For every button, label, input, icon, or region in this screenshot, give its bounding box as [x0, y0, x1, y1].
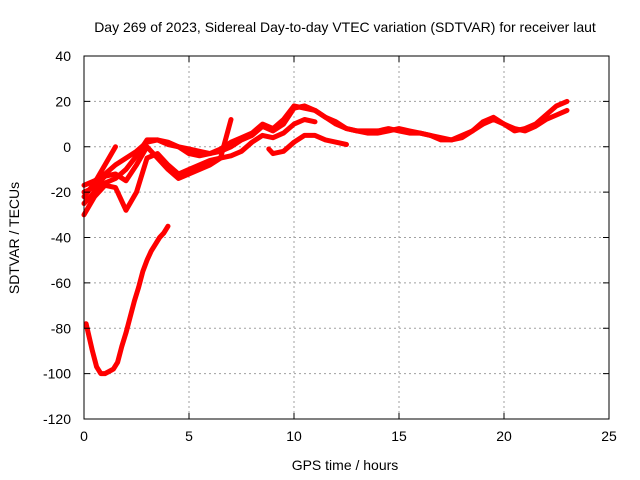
ticks: [83, 55, 610, 420]
y-tick-label: -40: [51, 230, 71, 246]
series-trace-2: [81, 98, 570, 206]
grid: [84, 56, 609, 419]
x-tick-label: 20: [496, 428, 512, 444]
y-axis-title: SDTVAR / TECUs: [6, 182, 22, 294]
series-trace-3: [81, 117, 318, 218]
series-trace-6: [266, 132, 349, 157]
x-tick-label: 5: [185, 428, 193, 444]
x-axis-title: GPS time / hours: [292, 457, 399, 473]
y-tick-label: -80: [51, 320, 71, 336]
series-trace-7: [83, 223, 171, 377]
x-tick-label: 25: [601, 428, 617, 444]
y-tick-label: 0: [63, 139, 71, 155]
y-tick-label: -120: [43, 411, 71, 427]
series-trace-5: [81, 144, 118, 200]
x-tick-label: 0: [80, 428, 88, 444]
x-tick-labels: 0 5 10 15 20 25: [80, 428, 617, 444]
y-tick-label: 20: [55, 93, 71, 109]
y-tick-label: -60: [51, 275, 71, 291]
y-tick-label: -20: [51, 184, 71, 200]
chart-title: Day 269 of 2023, Sidereal Day-to-day VTE…: [94, 19, 596, 35]
y-tick-label: 40: [55, 48, 71, 64]
x-tick-label: 15: [391, 428, 407, 444]
y-tick-labels: -120 -100 -80 -60 -40 -20 0 20 40: [43, 48, 71, 427]
series-group: [81, 98, 570, 377]
series-trace-4: [81, 117, 234, 195]
y-tick-label: -100: [43, 366, 71, 382]
x-tick-label: 10: [286, 428, 302, 444]
